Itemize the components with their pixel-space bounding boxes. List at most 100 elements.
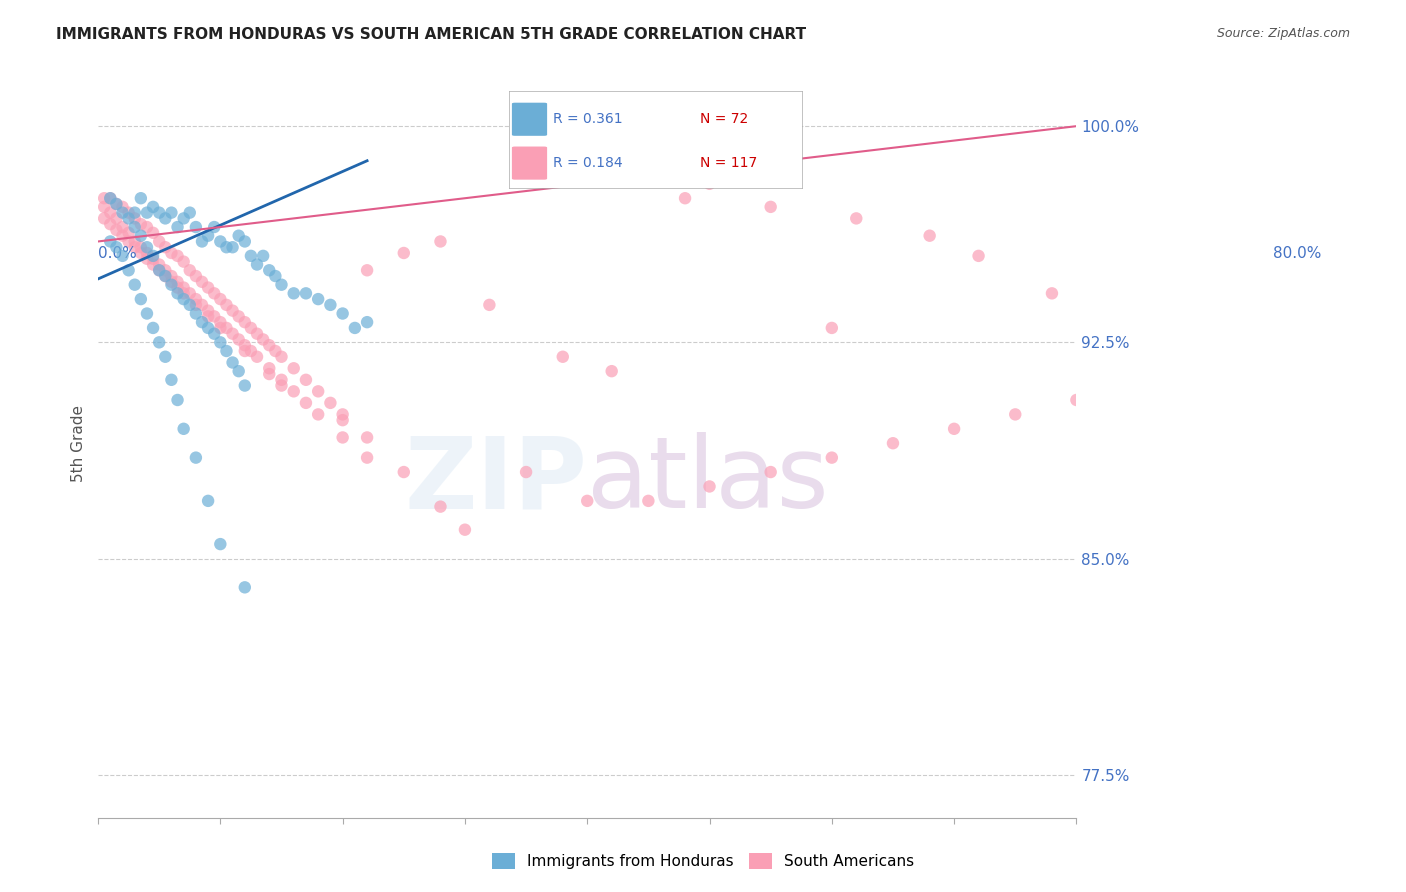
Point bbox=[332, 430, 354, 444]
Point bbox=[155, 240, 177, 254]
Point bbox=[343, 321, 366, 335]
Point bbox=[356, 315, 378, 329]
Point bbox=[184, 298, 207, 312]
Point bbox=[429, 500, 451, 514]
Point bbox=[166, 286, 188, 301]
Point bbox=[221, 355, 243, 369]
Point bbox=[209, 321, 232, 335]
Point bbox=[215, 240, 238, 254]
Point bbox=[699, 111, 721, 125]
Point bbox=[166, 275, 188, 289]
Point bbox=[821, 450, 844, 465]
Point bbox=[191, 235, 214, 249]
Point bbox=[332, 306, 354, 320]
Point bbox=[117, 205, 139, 219]
Point bbox=[160, 205, 183, 219]
Point bbox=[246, 258, 269, 272]
Y-axis label: 5th Grade: 5th Grade bbox=[72, 405, 86, 482]
Point bbox=[179, 205, 201, 219]
Point bbox=[943, 422, 966, 436]
Point bbox=[155, 211, 177, 226]
Point bbox=[270, 373, 292, 387]
Point bbox=[173, 254, 195, 268]
Point bbox=[124, 220, 146, 235]
Point bbox=[699, 479, 721, 493]
Text: Source: ZipAtlas.com: Source: ZipAtlas.com bbox=[1216, 27, 1350, 40]
Point bbox=[155, 350, 177, 364]
Point bbox=[160, 277, 183, 292]
Point bbox=[179, 263, 201, 277]
Point bbox=[142, 321, 165, 335]
Point bbox=[307, 292, 329, 306]
Point bbox=[252, 333, 274, 347]
Point bbox=[142, 226, 165, 240]
Point bbox=[576, 494, 599, 508]
Point bbox=[392, 246, 415, 260]
Point bbox=[259, 263, 281, 277]
Point bbox=[191, 315, 214, 329]
Point bbox=[283, 361, 305, 376]
Point bbox=[332, 408, 354, 422]
Point bbox=[637, 494, 659, 508]
Point bbox=[98, 217, 121, 231]
Point bbox=[98, 191, 121, 205]
Legend: Immigrants from Honduras, South Americans: Immigrants from Honduras, South American… bbox=[485, 847, 921, 875]
Point bbox=[136, 240, 159, 254]
Text: 80.0%: 80.0% bbox=[1272, 246, 1322, 261]
Point bbox=[148, 258, 170, 272]
Point bbox=[136, 205, 159, 219]
Point bbox=[215, 343, 238, 358]
Point bbox=[166, 249, 188, 263]
Point bbox=[319, 396, 342, 410]
Point bbox=[129, 217, 152, 231]
Point bbox=[233, 315, 256, 329]
Point bbox=[117, 226, 139, 240]
Point bbox=[454, 523, 477, 537]
Point bbox=[124, 205, 146, 219]
Point bbox=[699, 177, 721, 191]
Point bbox=[93, 211, 115, 226]
Point bbox=[319, 298, 342, 312]
Point bbox=[129, 228, 152, 243]
Point bbox=[184, 450, 207, 465]
Point bbox=[478, 298, 501, 312]
Text: IMMIGRANTS FROM HONDURAS VS SOUTH AMERICAN 5TH GRADE CORRELATION CHART: IMMIGRANTS FROM HONDURAS VS SOUTH AMERIC… bbox=[56, 27, 807, 42]
Point bbox=[93, 200, 115, 214]
Point bbox=[233, 378, 256, 392]
Point bbox=[233, 580, 256, 594]
Point bbox=[228, 333, 250, 347]
Point bbox=[221, 326, 243, 341]
Point bbox=[209, 235, 232, 249]
Point bbox=[264, 268, 287, 283]
Point bbox=[307, 408, 329, 422]
Point bbox=[233, 338, 256, 352]
Point bbox=[215, 321, 238, 335]
Point bbox=[551, 350, 574, 364]
Point bbox=[197, 321, 219, 335]
Point bbox=[239, 343, 262, 358]
Point bbox=[209, 537, 232, 551]
Point bbox=[233, 343, 256, 358]
Point bbox=[307, 384, 329, 399]
Point bbox=[173, 211, 195, 226]
Point bbox=[228, 228, 250, 243]
Point bbox=[239, 321, 262, 335]
Point bbox=[117, 235, 139, 249]
Point bbox=[98, 235, 121, 249]
Point bbox=[259, 367, 281, 381]
Point bbox=[124, 211, 146, 226]
Point bbox=[191, 298, 214, 312]
Text: ZIP: ZIP bbox=[405, 433, 588, 529]
Point bbox=[918, 228, 941, 243]
Point bbox=[136, 246, 159, 260]
Point bbox=[283, 286, 305, 301]
Point bbox=[142, 249, 165, 263]
Point bbox=[197, 494, 219, 508]
Point bbox=[184, 268, 207, 283]
Point bbox=[429, 235, 451, 249]
Point bbox=[356, 450, 378, 465]
Point bbox=[197, 310, 219, 324]
Point bbox=[105, 197, 128, 211]
Point bbox=[173, 292, 195, 306]
Point bbox=[105, 223, 128, 237]
